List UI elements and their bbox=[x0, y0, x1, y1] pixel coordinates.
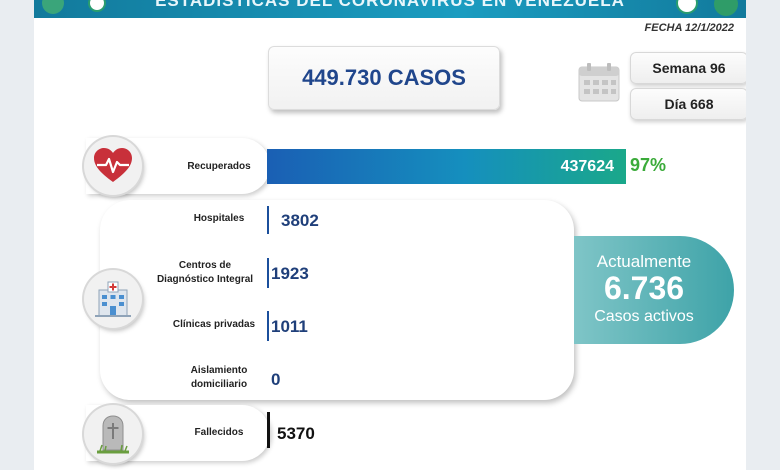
aislamiento-value: 0 bbox=[271, 370, 281, 389]
active-cases-number: 6.736 bbox=[603, 270, 685, 306]
calendar-icon bbox=[578, 63, 620, 102]
hospital-building-icon bbox=[95, 281, 131, 317]
recovered-value: 437624 bbox=[560, 158, 614, 175]
clinicas-bar bbox=[267, 311, 269, 341]
recovered-icon-circle bbox=[84, 137, 142, 195]
report-date: FECHA 12/1/2022 bbox=[644, 22, 734, 34]
recovered-label: Recuperados bbox=[187, 161, 251, 172]
virus-decoration-icon bbox=[90, 0, 104, 10]
page-title: ESTADÍSTICAS DEL CORONAVIRUS EN VENEZUEL… bbox=[155, 0, 625, 10]
aislamiento-label: Aislamiento domiciliario bbox=[174, 364, 264, 392]
deaths-value: 5370 bbox=[277, 424, 315, 443]
virus-decoration-icon bbox=[42, 0, 64, 14]
title-banner: ESTADÍSTICAS DEL CORONAVIRUS EN VENEZUEL… bbox=[34, 0, 746, 18]
total-cases-box: 449.730 CASOS bbox=[268, 46, 500, 110]
cdi-label: Centros de Diagnóstico Integral bbox=[146, 259, 264, 287]
hospital-icon-circle bbox=[84, 270, 142, 328]
cdi-label-line2: Diagnóstico Integral bbox=[156, 274, 254, 285]
infographic-frame: ESTADÍSTICAS DEL CORONAVIRUS EN VENEZUEL… bbox=[34, 0, 746, 470]
heart-pulse-icon bbox=[94, 148, 132, 182]
virus-decoration-icon bbox=[714, 0, 738, 16]
hospitales-value: 3802 bbox=[281, 211, 319, 230]
hospitalization-panel bbox=[100, 200, 574, 400]
active-cases-badge: Actualmente 6.736 Casos activos bbox=[574, 236, 734, 344]
day-pill: Día 668 bbox=[630, 88, 746, 120]
clinicas-label: Clínicas privadas bbox=[172, 319, 256, 330]
recovered-bar bbox=[267, 149, 626, 184]
grave-cross-icon bbox=[97, 415, 129, 454]
deaths-label: Fallecidos bbox=[194, 427, 244, 438]
aislamiento-label-line2: domiciliario bbox=[190, 379, 248, 390]
recovered-percent: 97% bbox=[630, 155, 667, 175]
deaths-bar bbox=[267, 412, 270, 448]
hospitales-bar bbox=[267, 206, 269, 234]
deaths-icon-circle bbox=[84, 405, 142, 463]
cdi-value: 1923 bbox=[271, 264, 309, 283]
aislamiento-label-line1: Aislamiento bbox=[190, 365, 248, 376]
hospitales-label: Hospitales bbox=[193, 213, 245, 224]
clinicas-value: 1011 bbox=[271, 317, 308, 336]
week-pill: Semana 96 bbox=[630, 52, 746, 84]
active-cases-line1: Actualmente bbox=[596, 252, 692, 271]
cdi-bar bbox=[267, 258, 269, 288]
virus-decoration-icon bbox=[678, 0, 696, 12]
active-cases-line3: Casos activos bbox=[594, 308, 694, 325]
cdi-label-line1: Centros de bbox=[178, 260, 232, 271]
